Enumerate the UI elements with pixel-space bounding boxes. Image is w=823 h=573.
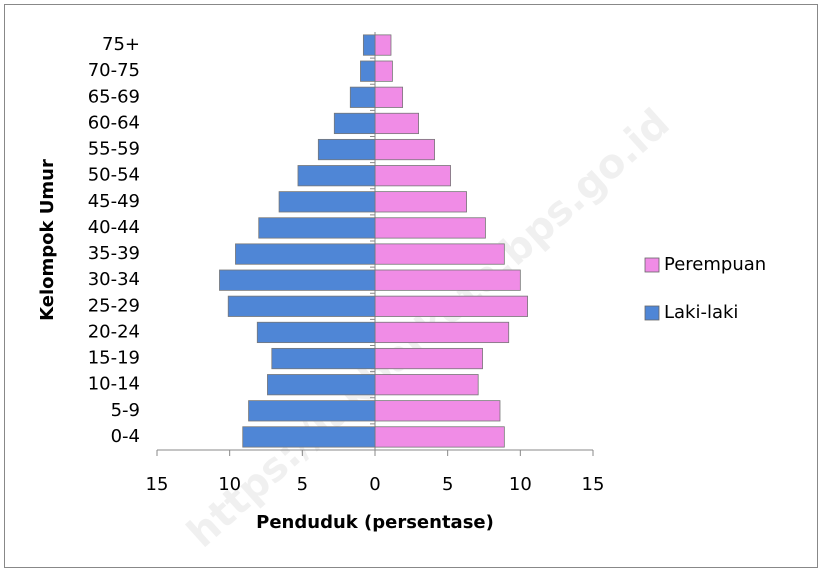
x-tick-label: 5 bbox=[297, 474, 308, 495]
bar bbox=[227, 295, 376, 317]
bar bbox=[278, 191, 376, 213]
y-tick-label: 50-54 bbox=[88, 165, 140, 186]
y-tick-label: 65-69 bbox=[88, 86, 140, 107]
y-tick-label: 5-9 bbox=[111, 400, 140, 421]
bar bbox=[374, 138, 435, 161]
bar bbox=[349, 86, 376, 108]
bar bbox=[256, 321, 376, 344]
bar bbox=[374, 60, 393, 82]
y-tick-label: 20-24 bbox=[88, 321, 140, 342]
x-tick-label: 5 bbox=[442, 474, 453, 495]
x-axis-label: Penduduk (persentase) bbox=[256, 512, 494, 533]
y-tick-label: 40-44 bbox=[88, 217, 140, 238]
y-tick-label: 60-64 bbox=[88, 112, 140, 133]
bar bbox=[374, 347, 483, 370]
legend-swatch bbox=[644, 305, 660, 321]
bar bbox=[317, 138, 376, 161]
bar bbox=[248, 400, 376, 422]
bar bbox=[219, 269, 376, 291]
bar bbox=[374, 269, 521, 291]
bar bbox=[235, 243, 376, 265]
x-tick-label: 10 bbox=[509, 474, 532, 495]
bar bbox=[333, 112, 376, 135]
y-tick-label: 25-29 bbox=[88, 295, 140, 316]
bar bbox=[362, 34, 376, 56]
legend-swatch bbox=[644, 257, 660, 273]
bar bbox=[271, 347, 376, 370]
bar bbox=[374, 191, 467, 213]
bar bbox=[242, 426, 376, 448]
y-tick-label: 0-4 bbox=[111, 426, 140, 447]
bar bbox=[374, 374, 479, 396]
legend-label: Laki-laki bbox=[664, 302, 738, 323]
y-tick-label: 35-39 bbox=[88, 243, 140, 264]
bar bbox=[258, 217, 376, 239]
y-tick-label: 55-59 bbox=[88, 139, 140, 160]
bar bbox=[360, 60, 376, 82]
y-tick-label: 75+ bbox=[102, 34, 140, 55]
y-axis-label: Kelompok Umur bbox=[37, 159, 58, 321]
bar bbox=[374, 295, 529, 317]
bar bbox=[374, 426, 505, 448]
x-tick-label: 10 bbox=[218, 474, 241, 495]
bar bbox=[374, 243, 505, 265]
bar bbox=[297, 165, 376, 187]
x-tick-label: 15 bbox=[582, 474, 605, 495]
bar bbox=[374, 321, 510, 344]
bar bbox=[374, 34, 392, 56]
bar bbox=[374, 400, 501, 422]
y-tick-label: 30-34 bbox=[88, 269, 140, 290]
bar bbox=[374, 217, 486, 239]
bar bbox=[374, 112, 419, 135]
y-tick-label: 70-75 bbox=[88, 60, 140, 81]
y-tick-label: 45-49 bbox=[88, 191, 140, 212]
x-tick-label: 0 bbox=[369, 474, 380, 495]
legend-label: Perempuan bbox=[664, 254, 766, 275]
bar bbox=[267, 374, 376, 396]
bar bbox=[374, 86, 404, 108]
y-tick-label: 15-19 bbox=[88, 348, 140, 369]
x-tick-label: 15 bbox=[146, 474, 169, 495]
y-tick-label: 10-14 bbox=[88, 374, 140, 395]
bar bbox=[374, 165, 451, 187]
